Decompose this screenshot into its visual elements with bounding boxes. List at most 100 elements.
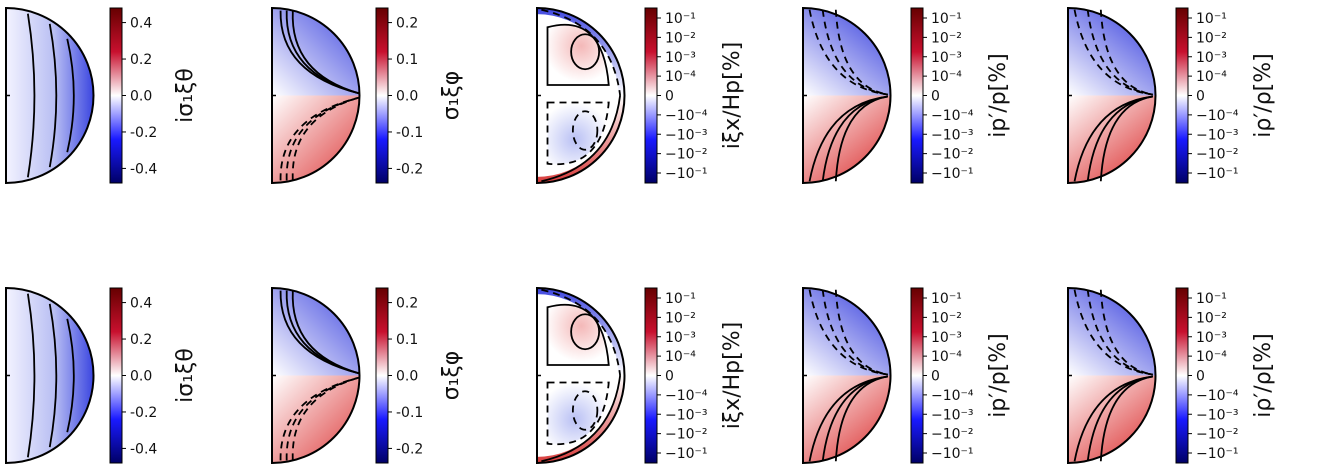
contour-line-dashed (285, 96, 360, 181)
colorbar-tick-label: 0.0 (130, 369, 152, 385)
colorbar-tick-label: −10⁻¹ (931, 446, 974, 462)
meridional-field (272, 288, 360, 463)
panel-row2-col2: 0.2 0.1 0.0 -0.1 -0.2 σ₁ξφ (271, 286, 464, 465)
contour-line (541, 95, 622, 183)
colorbar-label: ip′/p[%] (986, 53, 1011, 138)
colorbar (910, 7, 924, 184)
field-fill-bottom (272, 375, 360, 463)
colorbar-tick-label: −10⁻² (665, 427, 708, 443)
colorbar-tick-label: -0.1 (396, 125, 423, 141)
contour-line-dashed (1099, 289, 1154, 376)
colorbar-tick-label: −10⁻¹ (665, 166, 708, 182)
colorbar-tick-label: 10⁻⁴ (1196, 69, 1227, 85)
meridional-field (803, 288, 891, 463)
colorbar-tick-label: −10⁻¹ (1196, 166, 1239, 182)
colorbar-label: iσ₁ξθ (173, 348, 198, 403)
colorbar-tick-label: −10⁻⁴ (665, 388, 708, 404)
contour-line-dashed (279, 376, 360, 461)
colorbar-tick-label: -0.2 (396, 161, 423, 177)
colorbar (375, 7, 389, 184)
contour-line-dashed (821, 9, 888, 96)
colorbar-tick-label: −10⁻² (1196, 147, 1239, 163)
field-fill (6, 288, 94, 463)
colorbar-tick-label: 10⁻² (931, 310, 962, 326)
colorbar-tick-label: 10⁻³ (1196, 330, 1227, 346)
colorbar-tick-label: 0.1 (396, 332, 418, 348)
contour-line-dashed (279, 96, 360, 181)
contour-line (291, 290, 360, 375)
colorbar-label: iρ′/ρ[%] (1251, 53, 1276, 138)
contour-line-dashed (821, 289, 888, 376)
colorbar-tick-label: 10⁻⁴ (1196, 349, 1227, 365)
contour-line-dashed (834, 289, 889, 376)
colorbar-tick-label: 0 (1196, 89, 1205, 105)
panel-row1-col3: 10⁻¹ 10⁻² 10⁻³ 10⁻⁴ 0 −10⁻⁴ −10⁻³ −10⁻² −10⁻¹ iξx… (536, 6, 745, 185)
colorbar-tick-label: -0.1 (396, 405, 423, 421)
field-fill-bottom (803, 375, 891, 463)
colorbar-tick-label: 10⁻² (931, 30, 962, 46)
contour-line-dashed (291, 376, 360, 461)
colorbar-tick-label: -0.2 (130, 405, 157, 421)
colorbar-tick-label: −10⁻³ (665, 127, 708, 143)
colorbar-label: σ₁ξφ (439, 351, 464, 401)
panel-row1-col2: 0.2 0.1 0.0 -0.1 -0.2 σ₁ξφ (271, 6, 464, 185)
field-fill-bottom (1068, 375, 1156, 463)
colorbar (644, 7, 658, 184)
field-fill (6, 8, 94, 183)
field-fill-top (803, 288, 891, 376)
colorbar-tick-label: 10⁻⁴ (931, 69, 962, 85)
colorbar-tick-label: 10⁻³ (931, 50, 962, 66)
colorbar-tick-label: −10⁻¹ (665, 446, 708, 462)
meridional-field (6, 8, 94, 183)
colorbar-tick-label: 0.0 (130, 89, 152, 105)
contour-line (26, 13, 36, 178)
panel-row2-col4: 10⁻¹ 10⁻² 10⁻³ 10⁻⁴ 0 −10⁻⁴ −10⁻³ −10⁻² −10⁻¹ ip′… (802, 286, 1011, 465)
colorbar-tick-label: 10⁻⁴ (665, 69, 696, 85)
colorbar-tick-label: −10⁻³ (1196, 127, 1239, 143)
colorbar-tick-label: −10⁻³ (1196, 407, 1239, 423)
colorbar (1175, 7, 1189, 184)
colorbar-tick-label: 0.2 (396, 16, 418, 32)
contour-line (48, 303, 58, 448)
contour-line-dashed (541, 288, 622, 376)
half-disk-outline (271, 6, 361, 185)
contour-line (570, 33, 601, 71)
colorbar-tick-label: 10⁻² (665, 30, 696, 46)
colorbar-tick-label: 0 (665, 369, 674, 385)
colorbar-tick-label: 10⁻⁴ (665, 349, 696, 365)
colorbar (109, 7, 123, 184)
contour-line (66, 38, 75, 153)
colorbar-tick-label: −10⁻³ (931, 127, 974, 143)
field-fill-top (272, 8, 360, 96)
colorbar-tick-label: −10⁻² (931, 147, 974, 163)
colorbar-label: iξx/Hp[%] (720, 42, 745, 149)
contour-line-dashed (291, 96, 360, 181)
colorbar-tick-label: 0.2 (396, 296, 418, 312)
meridional-field (6, 288, 94, 463)
colorbar-tick-label: -0.4 (130, 161, 157, 177)
colorbar-tick-label: 0 (1196, 369, 1205, 385)
colorbar-tick-label: 10⁻³ (665, 330, 696, 346)
meridional-field (1068, 8, 1156, 183)
meridional-field (803, 8, 891, 183)
colorbar-tick-label: −10⁻² (931, 427, 974, 443)
colorbar (1175, 287, 1189, 464)
contour-line-dashed (1099, 9, 1154, 96)
contour-line-dashed (1086, 289, 1154, 376)
colorbar-tick-label: 10⁻² (1196, 310, 1227, 326)
colorbar (644, 287, 658, 464)
colorbar-tick-label: −10⁻³ (931, 407, 974, 423)
contour-line (291, 10, 360, 95)
panel-row2-col3: 10⁻¹ 10⁻² 10⁻³ 10⁻⁴ 0 −10⁻⁴ −10⁻³ −10⁻² −10⁻¹ iξx… (536, 286, 745, 465)
colorbar-tick-label: 10⁻¹ (931, 11, 962, 27)
half-disk-outline (5, 286, 95, 465)
half-disk-outline (271, 286, 361, 465)
colorbar-label: ip′/p[%] (986, 333, 1011, 418)
meridional-field (537, 8, 625, 183)
field-fill-bottom (803, 95, 891, 183)
half-disk-outline (802, 6, 892, 185)
contour-line (834, 95, 889, 182)
contour-line-dashed (1086, 9, 1154, 96)
colorbar (375, 287, 389, 464)
colorbar (109, 287, 123, 464)
